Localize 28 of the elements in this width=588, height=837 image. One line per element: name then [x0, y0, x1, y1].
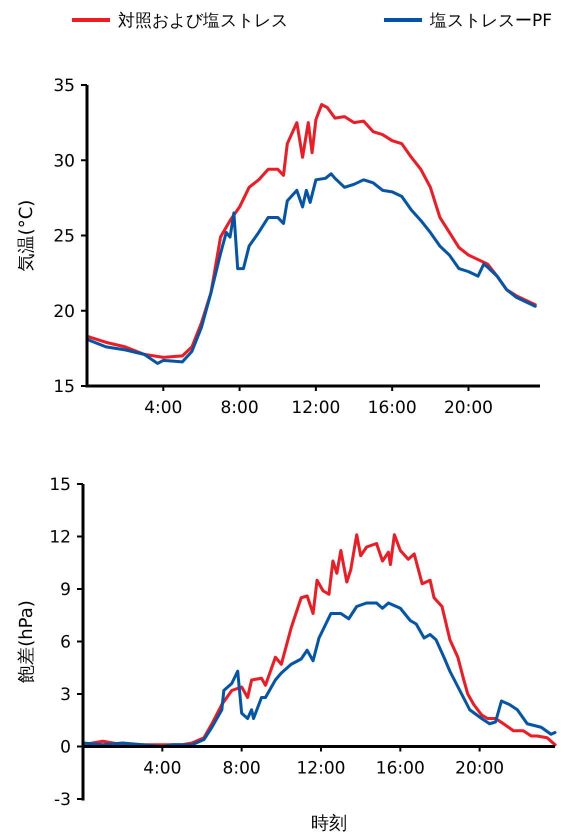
y-tick-label: 30 [53, 151, 75, 172]
y-tick-label: 12 [49, 528, 71, 548]
x-tick-label: 8:00 [222, 758, 261, 778]
line-series [86, 172, 537, 365]
y-tick-label: 6 [60, 632, 71, 652]
x-tick-label: 4:00 [143, 758, 182, 778]
y-tick-label: 0 [60, 738, 71, 758]
x-tick-label: 20:00 [455, 758, 504, 778]
legend-label: 対照および塩ストレス [118, 11, 288, 31]
y-tick-label: 15 [49, 475, 71, 495]
y-tick-label: 3 [60, 685, 71, 705]
x-tick-label: 16:00 [376, 758, 425, 778]
y-tick-label: 35 [53, 76, 75, 96]
y-axis-title: 気温(°C) [16, 200, 37, 272]
y-tick-label: -3 [54, 790, 71, 810]
x-tick-label: 16:00 [368, 398, 417, 418]
x-tick-label: 20:00 [444, 398, 493, 418]
x-tick-label: 4:00 [144, 398, 182, 418]
y-tick-label: 9 [60, 580, 71, 600]
y-tick-label: 15 [53, 377, 75, 397]
x-tick-label: 12:00 [296, 758, 346, 778]
y-tick-label: 20 [53, 302, 75, 322]
x-tick-label: 12:00 [291, 398, 340, 418]
x-tick-label: 8:00 [220, 398, 259, 418]
y-tick-label: 25 [53, 226, 75, 246]
x-axis-title: 時刻 [311, 813, 347, 834]
y-axis-title: 飽差(hPa) [16, 600, 37, 683]
legend-label: 塩ストレスーPF [429, 11, 552, 31]
